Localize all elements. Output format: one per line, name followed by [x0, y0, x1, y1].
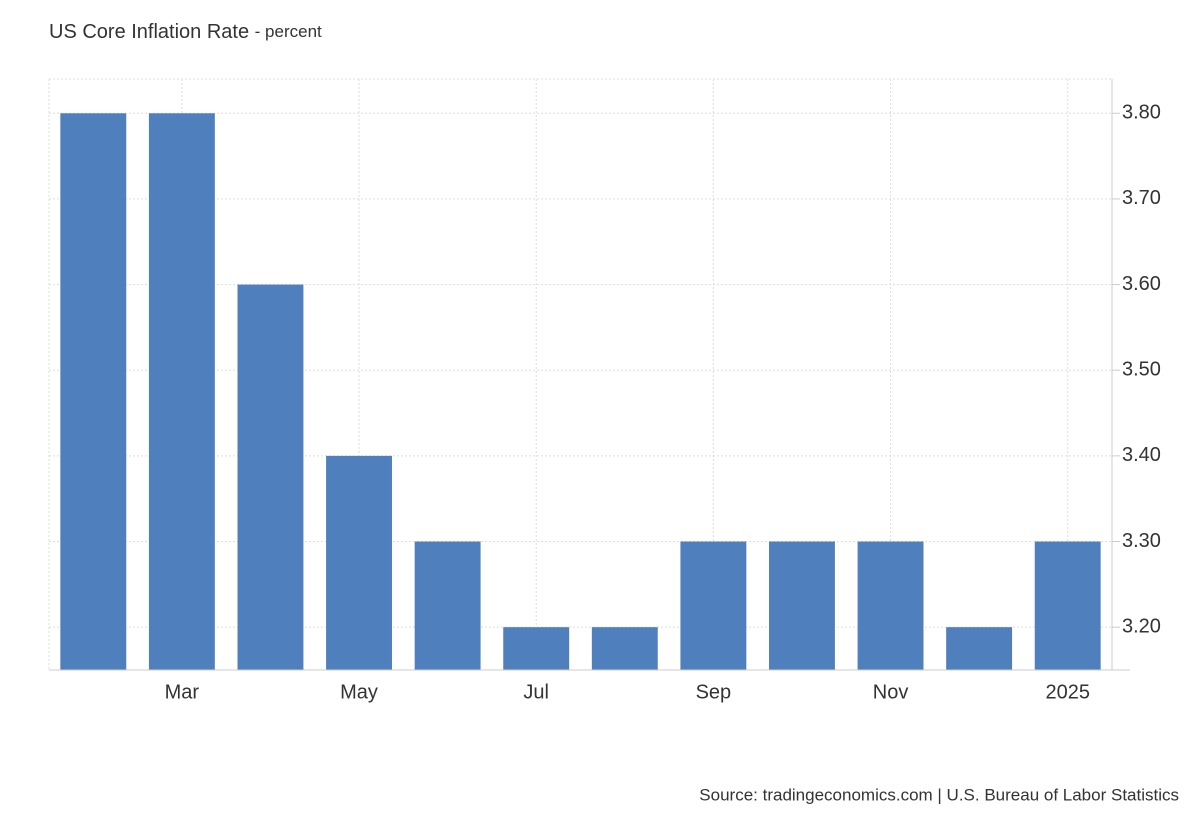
- y-tick-label: 3.70: [1122, 187, 1161, 209]
- bar: [503, 627, 570, 670]
- bar: [1034, 541, 1101, 670]
- chart-title: US Core Inflation Rate - percent: [49, 21, 322, 43]
- y-tick-label: 3.50: [1122, 358, 1161, 380]
- y-tick-label: 3.30: [1122, 530, 1161, 552]
- source: Source: tradingeconomics.com | U.S. Bure…: [699, 785, 1179, 804]
- x-tick-label: Mar: [165, 681, 200, 703]
- y-tick-label: 3.80: [1122, 102, 1161, 124]
- subtitle: - percent: [255, 22, 322, 41]
- bar: [237, 284, 304, 670]
- bar: [591, 627, 658, 670]
- y-tick-label: 3.40: [1122, 444, 1161, 466]
- bar: [769, 541, 835, 670]
- bar: [326, 455, 392, 670]
- bar: [414, 541, 481, 670]
- x-tick-label: 2025: [1045, 681, 1090, 703]
- title: US Core Inflation Rate: [49, 21, 249, 43]
- bar: [148, 113, 215, 671]
- bar: [857, 541, 924, 670]
- bar: [680, 541, 747, 670]
- x-tick-label: Nov: [873, 681, 909, 703]
- x-tick-label: Jul: [523, 681, 549, 703]
- bar: [60, 113, 127, 671]
- bar: [946, 627, 1013, 670]
- x-tick-label: May: [340, 681, 378, 703]
- y-tick-label: 3.60: [1122, 273, 1161, 295]
- x-tick-label: Sep: [696, 681, 732, 703]
- y-tick-label: 3.20: [1122, 615, 1161, 637]
